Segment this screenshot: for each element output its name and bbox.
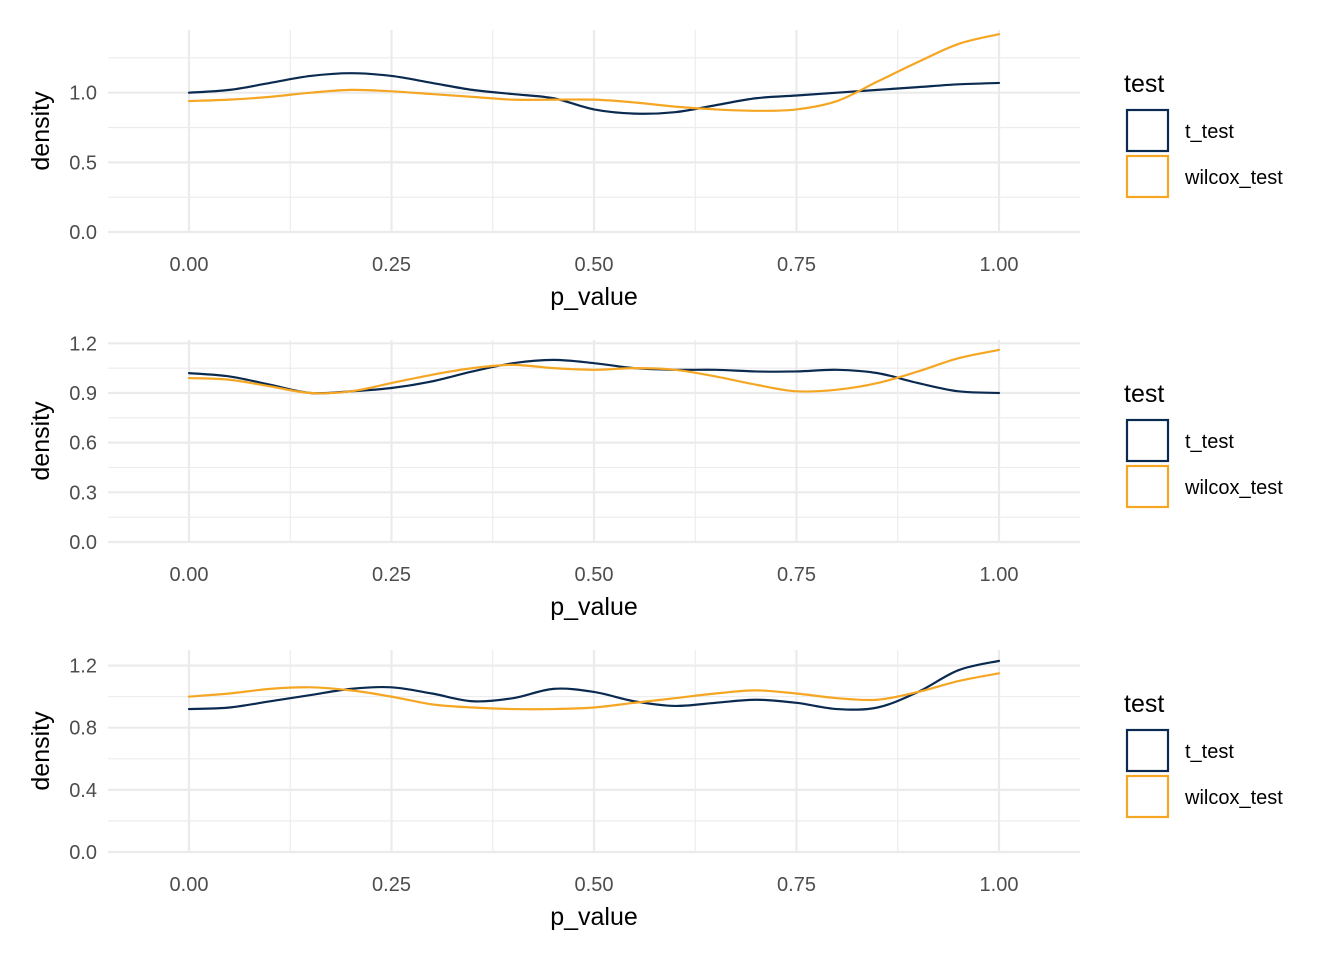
y-tick-label: 1.0 <box>69 83 97 105</box>
y-tick-label: 0.9 <box>69 383 97 405</box>
density-panel-3: 0.00 0.25 0.50 0.75 1.00 0.0 0.4 0.8 1.2 p_value d… <box>27 650 1283 931</box>
x-axis-title: p_value <box>550 903 638 931</box>
legend-label: wilcox_test <box>1184 787 1283 809</box>
x-tick-label: 0.50 <box>575 254 614 276</box>
legend-key-t-test <box>1125 108 1170 153</box>
x-tick-label: 0.50 <box>575 874 614 896</box>
density-panel-2: 0.00 0.25 0.50 0.75 1.00 0.0 0.3 0.6 0.9 1.2 p_val… <box>27 333 1283 621</box>
density-line-wilcox-test <box>187 33 1001 112</box>
legend-key-wilcox-test <box>1125 774 1170 819</box>
legend-title: test <box>1124 70 1164 98</box>
x-tick-label: 0.50 <box>575 564 614 586</box>
x-tick-label: 0.25 <box>372 254 411 276</box>
legend-key-t-test <box>1125 418 1170 463</box>
y-tick-label: 0.5 <box>69 152 97 174</box>
x-tick-label: 0.00 <box>170 254 209 276</box>
y-tick-label: 1.2 <box>69 333 97 355</box>
y-axis-title: density <box>27 91 55 171</box>
density-line-t-test <box>187 659 1001 711</box>
density-line-wilcox-test <box>187 672 1001 711</box>
x-tick-label: 0.00 <box>170 564 209 586</box>
legend-key-wilcox-test <box>1125 464 1170 509</box>
legend-title: test <box>1124 380 1164 408</box>
legend-label: wilcox_test <box>1184 167 1283 189</box>
legend: test t_test wilcox_test <box>1124 380 1283 509</box>
x-tick-label: 0.25 <box>372 564 411 586</box>
legend-label: wilcox_test <box>1184 477 1283 499</box>
y-axis-title: density <box>27 401 55 481</box>
legend: test t_test wilcox_test <box>1124 690 1283 819</box>
legend-label: t_test <box>1185 431 1234 453</box>
legend: test t_test wilcox_test <box>1124 70 1283 199</box>
x-tick-label: 0.75 <box>777 874 816 896</box>
legend-title: test <box>1124 690 1164 718</box>
y-tick-label: 0.6 <box>69 433 97 455</box>
y-tick-label: 0.4 <box>69 780 97 802</box>
y-tick-label: 0.0 <box>69 222 97 244</box>
y-tick-label: 0.0 <box>69 842 97 864</box>
density-line-t-test <box>187 72 1001 115</box>
x-tick-label: 1.00 <box>980 874 1019 896</box>
legend-label: t_test <box>1185 741 1234 763</box>
x-tick-label: 0.75 <box>777 564 816 586</box>
legend-key-wilcox-test <box>1125 154 1170 199</box>
x-tick-label: 0.00 <box>170 874 209 896</box>
y-tick-label: 1.2 <box>69 656 97 678</box>
y-tick-label: 0.3 <box>69 482 97 504</box>
legend-label: t_test <box>1185 121 1234 143</box>
x-tick-label: 1.00 <box>980 564 1019 586</box>
x-axis-title: p_value <box>550 283 638 311</box>
x-tick-label: 0.25 <box>372 874 411 896</box>
y-tick-label: 0.0 <box>69 532 97 554</box>
x-tick-label: 0.75 <box>777 254 816 276</box>
x-tick-label: 1.00 <box>980 254 1019 276</box>
density-panel-1: 0.00 0.25 0.50 0.75 1.00 0.0 0.5 1.0 p_value dens… <box>27 30 1283 311</box>
density-line-wilcox-test <box>187 348 1001 395</box>
y-tick-label: 0.8 <box>69 718 97 740</box>
y-axis-title: density <box>27 711 55 791</box>
legend-key-t-test <box>1125 728 1170 773</box>
x-axis-title: p_value <box>550 593 638 621</box>
